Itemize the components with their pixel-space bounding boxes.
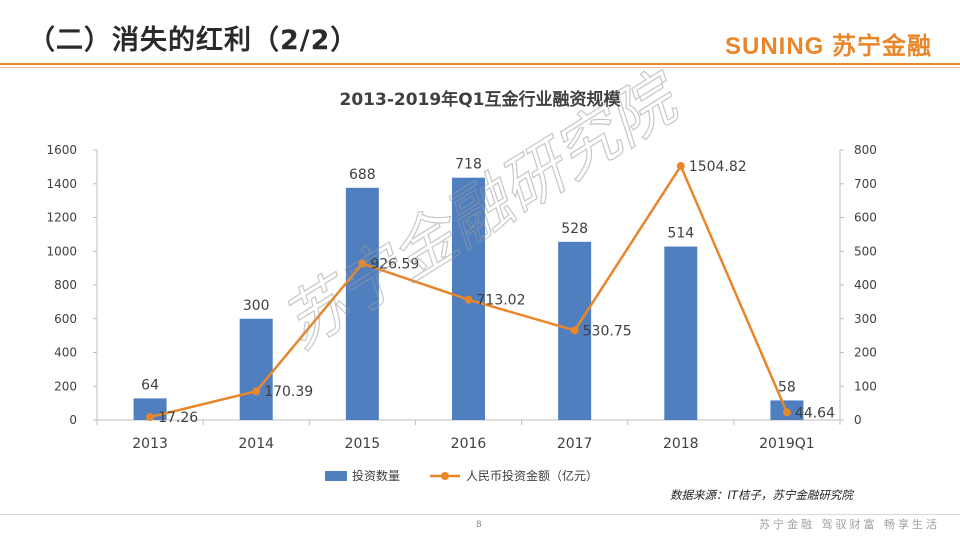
right-axis-tick-label: 800 [854,143,877,157]
line-point-2013 [146,413,155,422]
x-axis-tick-label: 2019Q1 [759,436,815,452]
line-data-label: 44.64 [795,405,835,421]
bar-data-label: 300 [243,298,270,314]
header-divider [0,63,960,65]
x-axis-tick-label: 2014 [238,436,274,452]
line-point-2014 [252,387,261,396]
x-axis-tick-label: 2017 [557,436,593,452]
bar-data-label: 528 [561,221,588,237]
left-axis-tick-label: 400 [54,346,77,360]
line-data-label: 170.39 [264,384,313,400]
line-point-2018 [676,162,685,171]
bar-data-label: 688 [349,167,376,183]
chart-title: 2013-2019年Q1互金行业融资规模 [340,89,622,110]
left-axis-tick-label: 200 [54,379,77,393]
right-axis-tick-label: 200 [854,346,877,360]
line-data-label: 713.02 [477,293,526,309]
bar-2018 [664,246,698,420]
line-data-label: 926.59 [370,257,419,273]
line-point-2019Q1 [782,408,791,417]
bar-data-label: 514 [667,226,694,242]
x-axis-tick-label: 2015 [345,436,381,452]
footer-divider [0,514,960,515]
footer-slogan: 苏宁金融 驾驭财富 畅享生活 [759,518,940,531]
line-data-label: 17.26 [158,410,198,426]
header-divider-secondary [0,67,960,68]
x-axis-tick-label: 2013 [132,436,168,452]
left-axis-tick-label: 600 [54,312,77,326]
right-axis-tick-label: 700 [854,177,877,191]
page-title: （二）消失的红利（2/2） [28,25,359,56]
right-axis-tick-label: 0 [854,413,862,427]
line-data-label: 1504.82 [689,159,747,175]
legend-line-marker [441,472,449,480]
bar-data-label: 718 [455,157,482,173]
left-axis-tick-label: 1000 [46,244,77,258]
left-axis-tick-label: 1600 [46,143,77,157]
left-axis-tick-label: 0 [69,413,77,427]
legend-bar-label: 投资数量 [352,468,400,483]
legend-bar-swatch [325,471,347,481]
left-axis-tick-label: 1200 [46,211,77,225]
page-number: 8 [476,520,482,530]
left-axis-tick-label: 800 [54,278,77,292]
x-axis-tick-label: 2016 [451,436,487,452]
right-axis-tick-label: 600 [854,211,877,225]
right-axis-tick-label: 500 [854,244,877,258]
right-axis-tick-label: 400 [854,278,877,292]
left-axis-tick-label: 1400 [46,177,77,191]
data-source: 数据来源：IT桔子，苏宁金融研究院 [670,488,853,502]
right-axis-tick-label: 300 [854,312,877,326]
suning-logo: SUNING 苏宁金融 [724,33,932,60]
line-point-2017 [570,326,579,335]
line-data-label: 530.75 [583,323,632,339]
line-point-2015 [358,259,367,268]
bar-data-label: 58 [778,379,796,395]
bar-2015 [345,187,379,420]
x-axis-tick-label: 2018 [663,436,699,452]
line-point-2016 [464,295,473,304]
bar-2014 [239,318,273,420]
right-axis-tick-label: 100 [854,379,877,393]
bar-data-label: 64 [141,377,159,393]
legend-line-label: 人民币投资金额（亿元） [466,468,598,483]
